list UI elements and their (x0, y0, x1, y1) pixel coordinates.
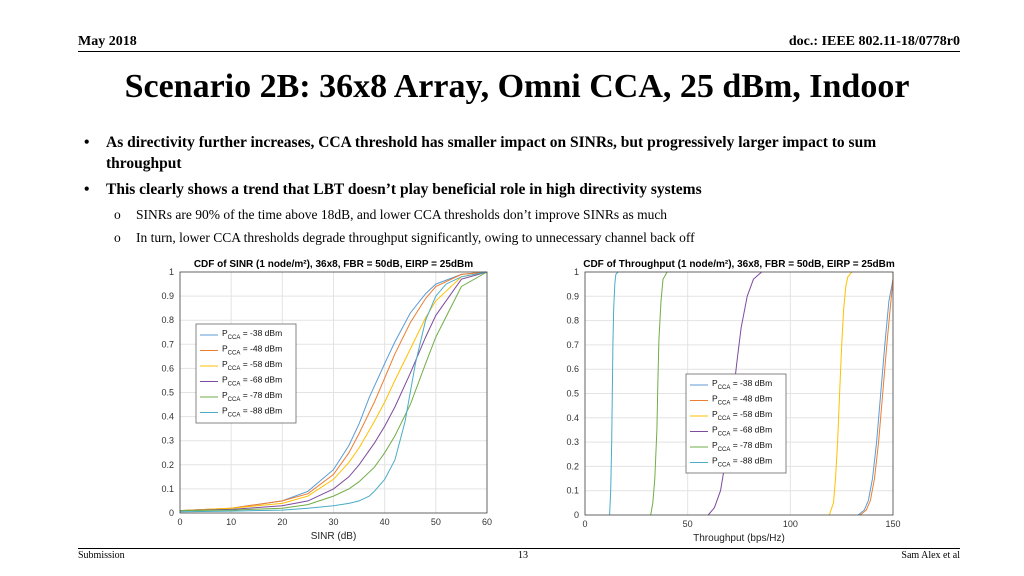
slide-title: Scenario 2B: 36x8 Array, Omni CCA, 25 dB… (124, 68, 910, 105)
sinr-cdf-chart: CDF of SINR (1 node/m²), 36x8, FBR = 50d… (161, 259, 492, 542)
y-tick-label: 0.9 (566, 291, 579, 301)
bullet-text: As directivity further increases, CCA th… (106, 134, 877, 172)
header-date: May 2018 (78, 34, 137, 49)
bullet-item: • As directivity further increases, CCA … (84, 132, 954, 174)
legend-box (685, 373, 787, 474)
x-tick-label: 10 (226, 517, 236, 527)
legend-entry: PCCA = -38 dBm (222, 328, 282, 341)
y-tick-label: 0.9 (161, 291, 174, 301)
legend-entry: PCCA = -88 dBm (712, 456, 772, 469)
y-tick-label: 0.7 (566, 340, 579, 350)
axes-box (584, 271, 894, 516)
subbullet-circle-icon: o (114, 230, 121, 245)
legend-entry: PCCA = -88 dBm (222, 406, 282, 419)
y-tick-label: 0.6 (161, 363, 174, 373)
y-tick-label: 0.1 (161, 484, 174, 494)
series-line-2 (179, 271, 488, 512)
x-tick-label: 50 (683, 519, 693, 529)
x-axis-label: Throughput (bps/Hz) (693, 533, 785, 544)
subbullet-item: o SINRs are 90% of the time above 18dB, … (84, 205, 954, 225)
series-line-1 (179, 271, 488, 512)
y-tick-label: 0.8 (161, 315, 174, 325)
legend-entry: PCCA = -68 dBm (222, 375, 282, 388)
y-tick-label: 0.2 (161, 460, 174, 470)
throughput-cdf-chart: CDF of Throughput (1 node/m²), 36x8, FBR… (566, 259, 900, 544)
y-tick-label: 0 (574, 510, 579, 520)
axes-box (179, 271, 488, 514)
series-line-0 (857, 272, 894, 516)
x-tick-label: 0 (582, 519, 587, 529)
y-tick-label: 0.8 (566, 316, 579, 326)
y-tick-label: 0.4 (161, 412, 174, 422)
x-tick-label: 100 (783, 519, 798, 529)
x-tick-label: 50 (431, 517, 441, 527)
bullet-item: • This clearly shows a trend that LBT do… (84, 179, 954, 200)
chart-title: CDF of SINR (1 node/m²), 36x8, FBR = 50d… (194, 259, 473, 270)
y-tick-label: 0.2 (566, 461, 579, 471)
subbullet-text: In turn, lower CCA thresholds degrade th… (136, 230, 695, 245)
y-tick-label: 0.5 (566, 389, 579, 399)
y-tick-label: 0.3 (161, 436, 174, 446)
bullet-dot-icon: • (84, 134, 90, 151)
y-tick-label: 0.3 (566, 437, 579, 447)
y-tick-label: 0.6 (566, 364, 579, 374)
y-tick-label: 1 (574, 267, 579, 277)
bullet-list: • As directivity further increases, CCA … (84, 132, 954, 251)
bullet-dot-icon: • (84, 181, 90, 198)
x-tick-label: 30 (328, 517, 338, 527)
legend-entry: PCCA = -48 dBm (712, 394, 772, 407)
subbullet-text: SINRs are 90% of the time above 18dB, an… (136, 207, 668, 222)
legend-entry: PCCA = -78 dBm (222, 390, 282, 403)
series-line-2 (828, 271, 853, 516)
subbullet-item: o In turn, lower CCA thresholds degrade … (84, 228, 954, 248)
legend-box (195, 323, 297, 424)
header-rule (78, 51, 960, 52)
y-tick-label: 0 (169, 508, 174, 518)
series-line-4 (650, 271, 668, 516)
chart-title: CDF of Throughput (1 node/m²), 36x8, FBR… (583, 259, 895, 270)
series-line-1 (859, 272, 894, 516)
header-doc-id: doc.: IEEE 802.11-18/0778r0 (788, 34, 960, 49)
series-line-5 (179, 271, 488, 513)
subbullet-circle-icon: o (114, 207, 121, 222)
footer-page-number: 13 (518, 550, 528, 561)
series-line-4 (179, 271, 488, 512)
bullet-text: This clearly shows a trend that LBT does… (106, 181, 702, 198)
x-axis-label: SINR (dB) (311, 531, 357, 542)
footer-authors: Sam Alex et al (901, 550, 960, 561)
x-tick-label: 20 (277, 517, 287, 527)
legend-entry: PCCA = -68 dBm (712, 425, 772, 438)
y-tick-label: 0.1 (566, 486, 579, 496)
y-tick-label: 0.5 (161, 388, 174, 398)
x-tick-label: 0 (177, 517, 182, 527)
x-tick-label: 60 (482, 517, 492, 527)
legend-entry: PCCA = -78 dBm (712, 440, 772, 453)
series-line-3 (179, 271, 488, 512)
series-line-0 (179, 271, 488, 512)
y-tick-label: 0.4 (566, 413, 579, 423)
legend-entry: PCCA = -48 dBm (222, 344, 282, 357)
legend-entry: PCCA = -38 dBm (712, 378, 772, 391)
legend-entry: PCCA = -58 dBm (712, 409, 772, 422)
series-line-5 (609, 271, 619, 516)
y-tick-label: 1 (169, 267, 174, 277)
x-tick-label: 40 (380, 517, 390, 527)
y-tick-label: 0.7 (161, 339, 174, 349)
footer-submission: Submission (78, 550, 125, 561)
footer-rule (78, 548, 960, 549)
legend-entry: PCCA = -58 dBm (222, 359, 282, 372)
x-tick-label: 150 (885, 519, 900, 529)
